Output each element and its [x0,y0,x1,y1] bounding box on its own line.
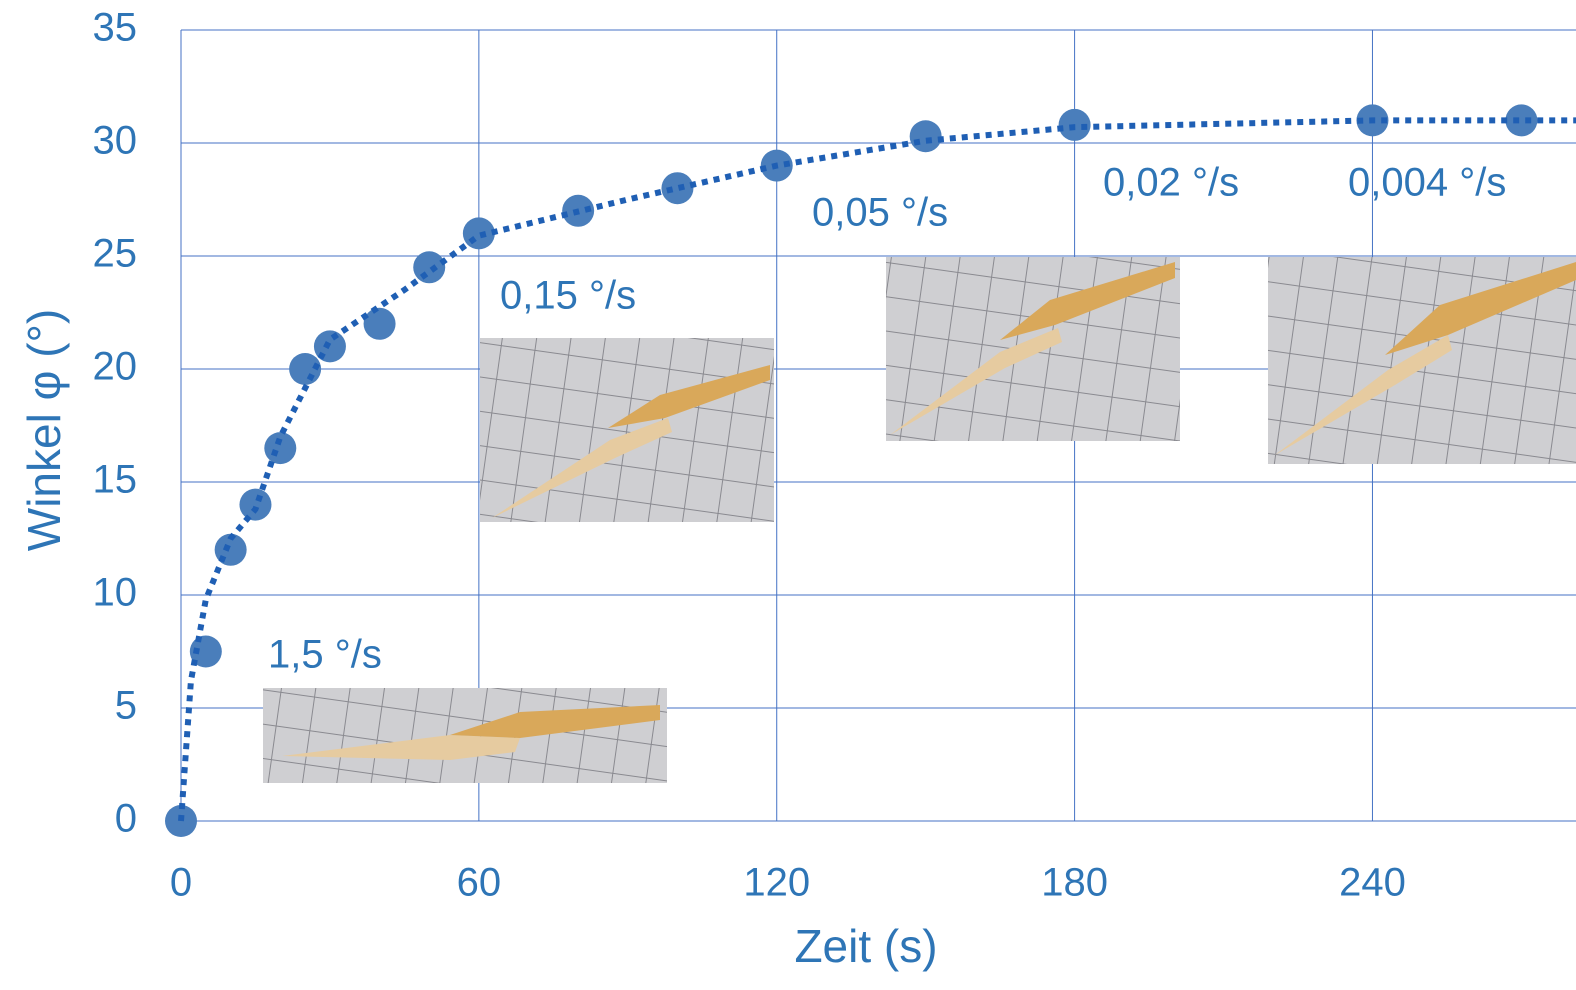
y-tick-label: 15 [93,458,138,502]
data-point [909,120,942,153]
data-point [462,217,495,250]
photo [480,338,774,522]
x-tick-label: 0 [170,861,192,905]
annotation: 0,004 °/s [1348,161,1506,205]
trend-line [178,117,1576,822]
y-tick-label: 10 [93,571,138,615]
annotation: 0,05 °/s [812,191,948,235]
annotation: 1,5 °/s [268,633,382,677]
x-tick-label: 120 [743,861,810,905]
photo [263,688,667,783]
photos [263,257,1576,783]
annotation: 0,02 °/s [1103,161,1239,205]
x-axis-label: Zeit (s) [794,920,937,972]
annotation: 0,15 °/s [500,274,636,318]
y-axis-label: Winkel φ (°) [18,309,70,551]
data-point [189,635,222,668]
data-point [239,488,272,521]
x-tick-label: 180 [1041,861,1108,905]
photo [886,257,1180,441]
data-point [264,432,297,465]
data-point [413,251,446,284]
y-tick-label: 30 [93,119,138,163]
y-tick-label: 35 [93,6,138,50]
x-tick-label: 60 [457,861,502,905]
y-tick-label: 20 [93,345,138,389]
x-tick-label: 240 [1339,861,1406,905]
y-tick-label: 25 [93,232,138,276]
y-tick-label: 5 [115,684,137,728]
data-point [661,172,694,205]
data-point [1505,104,1538,137]
y-tick-label: 0 [115,797,137,841]
photo [1268,257,1576,464]
data-point [363,307,396,340]
